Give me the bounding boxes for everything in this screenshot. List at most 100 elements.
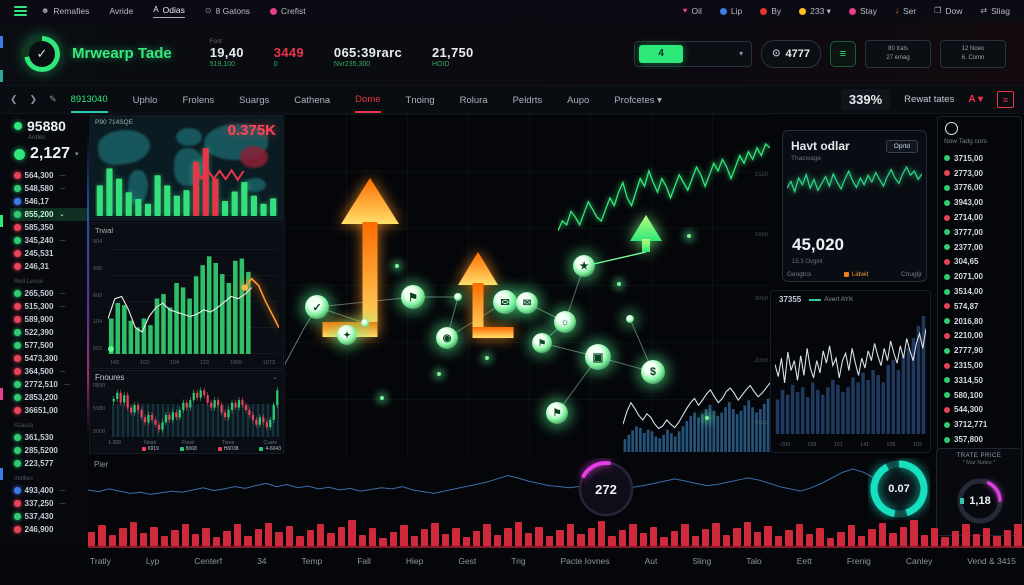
layers-button[interactable]: ≡ <box>830 40 856 67</box>
tab-dome[interactable]: Dome <box>355 87 381 113</box>
menubar-item[interactable]: ♥ Oil <box>683 6 702 16</box>
sidebar-price-row[interactable]: 246,31 <box>14 260 88 273</box>
watchlist-row[interactable]: 3314,50 <box>944 373 1020 388</box>
footer-label[interactable]: Centerf <box>194 556 223 566</box>
sidebar-price-row[interactable]: 337,250— <box>14 497 88 510</box>
card-footer-active[interactable]: Lidwit <box>843 271 868 278</box>
sidebar-price-row[interactable]: 265,500— <box>14 287 88 300</box>
sidebar-price-row[interactable]: 345,240— <box>14 234 88 247</box>
sidebar-price-row[interactable]: 493,400— <box>14 484 88 497</box>
tab-uphlo[interactable]: Uphlo <box>132 94 158 106</box>
tab-tnoing[interactable]: Tnoing <box>405 94 435 106</box>
sidebar-price-row[interactable]: 546,17 <box>14 195 88 208</box>
watchlist-row[interactable]: 2714,00 <box>944 210 1020 225</box>
menubar-item[interactable]: ↓ Ser <box>895 6 916 16</box>
signal-node-icon[interactable]: ✦ <box>337 325 357 345</box>
watchlist-row[interactable]: 2210,00 <box>944 329 1020 344</box>
watchlist-row[interactable]: 2315,00 <box>944 358 1020 373</box>
tab-cathena[interactable]: Cathena <box>294 94 331 106</box>
footer-label[interactable]: Pacte Iovnes <box>560 556 610 566</box>
sidebar-price-row[interactable]: 285,5200 <box>14 444 88 457</box>
sidebar-price-row[interactable]: 223,577 <box>14 457 88 470</box>
sidebar-price-row[interactable]: 361,530 <box>14 431 88 444</box>
sidebar-price-row[interactable]: 364,500— <box>14 365 88 378</box>
nav-tool-icon[interactable]: ❮ <box>10 94 18 104</box>
menubar-item[interactable]: By <box>760 6 781 16</box>
notes-info-box[interactable]: 12 Noeo 6. Comn <box>940 39 1006 68</box>
footer-label[interactable]: Aut <box>644 556 658 566</box>
watchlist-row[interactable]: 3715,00 <box>944 151 1020 166</box>
footer-label[interactable]: Trig <box>511 556 526 566</box>
signal-node-icon[interactable]: $ <box>641 360 665 384</box>
menubar-item[interactable]: Lip <box>719 6 742 16</box>
nav-history-icons[interactable]: ❮ ❯ ✎ <box>10 94 57 105</box>
menubar-item[interactable]: 233 ▾ <box>799 6 831 17</box>
red-notebook-icon[interactable]: ≡ <box>997 91 1014 108</box>
tab-profcetes-[interactable]: Profcetes ▾ <box>614 94 662 106</box>
wallet-balance[interactable]: ⊙ 4777 <box>761 39 821 68</box>
footer-label[interactable]: Talo <box>746 556 762 566</box>
tab-rolura[interactable]: Rolura <box>459 94 488 106</box>
menubar-item[interactable]: ☻ Remafies <box>41 6 89 16</box>
sidebar-price-row[interactable]: 585,350 <box>14 221 88 234</box>
card-footer-link[interactable]: Cnugtjr <box>901 271 922 278</box>
watchlist-row[interactable]: 2777,90 <box>944 343 1020 358</box>
signal-node-icon[interactable]: ✓ <box>305 295 329 319</box>
footer-label[interactable]: 34 <box>257 556 267 566</box>
footer-label[interactable]: Gest <box>458 556 477 566</box>
menubar-item[interactable]: ⇄ Sliag <box>980 6 1010 16</box>
menubar-item[interactable]: Avride <box>109 6 133 16</box>
nav-tool-icon[interactable]: ❯ <box>29 94 38 104</box>
footer-label[interactable]: Lyp <box>145 556 160 566</box>
footer-label[interactable]: Frenig <box>846 556 871 566</box>
watchlist-row[interactable]: 3776,00 <box>944 181 1020 196</box>
watchlist-row[interactable]: 357,800 <box>944 432 1020 447</box>
sidebar-price-row[interactable]: 5473,300 <box>14 352 88 365</box>
trades-info-box[interactable]: 80 trals 27 emag <box>865 39 931 68</box>
watchlist-row[interactable]: 2016,80 <box>944 314 1020 329</box>
dropdown-value-chip[interactable]: 4 <box>639 44 684 63</box>
menubar-item[interactable]: Stay <box>848 6 877 16</box>
menubar-item[interactable]: ⊙ 8 Gatons <box>205 6 250 16</box>
selected-pair[interactable]: 2,127 ▾ <box>14 145 88 163</box>
watchlist-row[interactable]: 574,87 <box>944 299 1020 314</box>
sidebar-price-row[interactable]: 577,500 <box>14 339 88 352</box>
chevron-down-icon[interactable]: ⌄ <box>272 374 278 381</box>
signal-node-icon[interactable]: ◉ <box>436 327 458 349</box>
nav-tool-icon[interactable]: ✎ <box>49 94 57 104</box>
watchlist-row[interactable]: 2377,00 <box>944 240 1020 255</box>
tab-8913040[interactable]: 8913040 <box>70 87 108 113</box>
tab-frolens[interactable]: Frolens <box>182 94 215 106</box>
signal-node-icon[interactable]: ☼ <box>554 311 576 333</box>
watchlist-row[interactable]: 580,100 <box>944 388 1020 403</box>
menubar-item[interactable]: Crefist <box>270 6 306 16</box>
reward-rates-label[interactable]: Rewat tates <box>904 94 955 105</box>
watchlist-row[interactable]: 3514,00 <box>944 284 1020 299</box>
tab-peldrts[interactable]: Peldrts <box>512 94 543 106</box>
sidebar-price-row[interactable]: 2853,200 <box>14 391 88 404</box>
tab-suargs[interactable]: Suargs <box>239 94 270 106</box>
footer-label[interactable]: Canley <box>905 556 933 566</box>
sidebar-price-row[interactable]: 589,900 <box>14 313 88 326</box>
sidebar-price-row[interactable]: 522,390 <box>14 326 88 339</box>
watchlist-row[interactable]: 3943,00 <box>944 195 1020 210</box>
signal-node-icon[interactable]: ▣ <box>585 344 611 370</box>
featured-price[interactable]: 95880 <box>14 118 88 134</box>
sidebar-price-row[interactable]: 246,900 <box>14 523 88 536</box>
hamburger-menu-icon[interactable] <box>14 6 27 16</box>
sidebar-price-row[interactable]: 548,580— <box>14 182 88 195</box>
signal-node-icon[interactable]: ✉ <box>493 290 517 314</box>
account-dropdown[interactable]: 4 ▾ <box>634 40 753 67</box>
signal-node-icon[interactable]: ⚑ <box>546 402 568 424</box>
menubar-item[interactable]: ❐ Dow <box>934 6 962 16</box>
alert-dropdown[interactable]: A ▾ <box>968 94 983 105</box>
footer-label[interactable]: Tratly <box>90 556 111 566</box>
watchlist-row[interactable]: 2071,00 <box>944 269 1020 284</box>
footer-label[interactable]: Temp <box>301 556 323 566</box>
sidebar-price-row[interactable]: 2772,510— <box>14 378 88 391</box>
footer-label[interactable]: Eett <box>796 556 812 566</box>
sidebar-price-row[interactable]: 564,300— <box>14 169 88 182</box>
card-action-button[interactable]: Oprtd <box>885 140 918 153</box>
signal-node-icon[interactable]: ✉ <box>516 292 538 314</box>
watchlist-row[interactable]: 3777,00 <box>944 225 1020 240</box>
